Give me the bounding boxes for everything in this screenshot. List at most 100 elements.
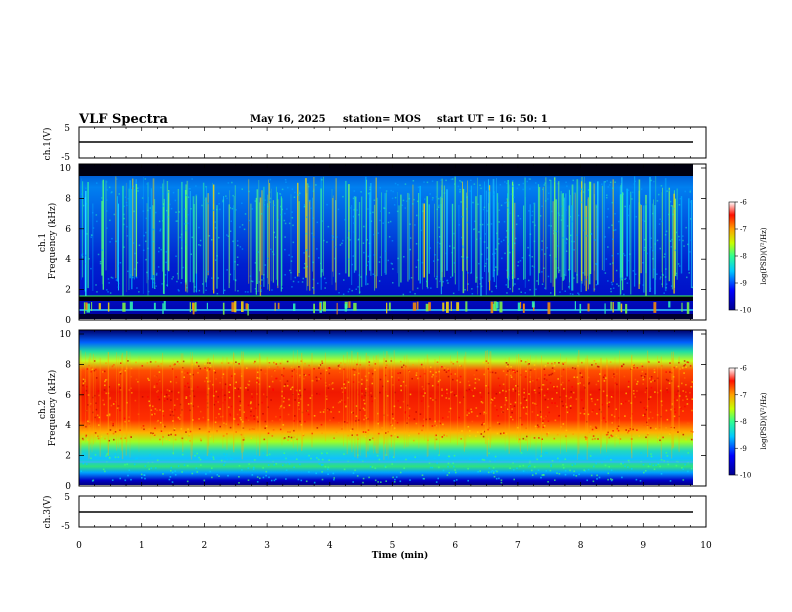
ch1-noise-pixel [320,262,322,265]
ch2-noise-pixel [106,433,109,435]
ch1-noise-pixel [514,242,516,245]
ch2-noise-pixel [283,385,286,387]
ch2-noise-pixel [438,420,441,422]
ch2-noise-pixel [270,399,272,401]
ch2-low-pixel [541,474,544,476]
ch2-noise-pixel [408,434,410,437]
ch2-noise-pixel [452,378,454,381]
ch2-low-pixel [251,474,254,476]
ch2-low-pixel [305,480,308,483]
ch2-low-pixel [200,464,202,466]
ch2-low-pixel [285,462,287,464]
ch2-noise-pixel [343,368,345,371]
ch2-noise-pixel [445,397,448,399]
ch1-noise-pixel [231,207,234,210]
ch2-low-pixel [691,456,693,459]
ch2-noise-pixel [361,396,363,398]
ch2-noise-pixel [90,370,92,373]
ch2-noise-pixel [556,433,559,436]
ch1-noise-pixel [324,287,326,289]
ch2-noise-pixel [611,414,613,416]
ch1-noise-pixel [501,257,503,260]
ch2-noise-pixel [134,399,137,402]
ch2-noise-pixel [153,375,156,377]
ch2-noise-pixel [219,425,221,428]
ch2-noise-pixel [287,413,290,416]
ch1-noise-pixel [353,209,355,211]
ch2-noise-pixel [676,399,678,402]
low-freq-emission [587,303,590,312]
ch1-noise-pixel [409,237,412,239]
ch1-noise-pixel [105,199,108,201]
ch2-noise-pixel [526,406,528,408]
ch2-noise-pixel [97,437,100,440]
ch1-noise-pixel [471,293,474,295]
ch2-noise-pixel [526,413,528,415]
ch2-noise-pixel [441,389,443,391]
ch1-noise-pixel [90,236,92,238]
ch2-noise-pixel [617,429,620,432]
ch2-noise-pixel [240,375,243,377]
ch1-noise-pixel [272,253,275,256]
ch1-noise-pixel [541,248,543,251]
ch2-noise-pixel [187,428,189,430]
ch1-noise-pixel [159,228,162,230]
ch2-noise-pixel [473,374,476,376]
ch2-noise-pixel [677,385,680,388]
ch2-low-pixel [357,454,359,456]
ch1-noise-pixel [659,218,661,220]
ch1-noise-pixel [508,243,510,245]
ch2-noise-pixel [363,409,366,411]
ch2-low-pixel [262,452,265,454]
ch2-noise-pixel [215,400,217,403]
ch1-noise-pixel [232,194,234,197]
ch2-noise-pixel [160,391,163,394]
ch2-noise-pixel [300,360,303,362]
ch1-noise-pixel [429,193,431,195]
ch2-low-pixel [368,455,371,458]
ch2-noise-pixel [279,416,282,418]
ch2-low-pixel [586,479,588,482]
ch1-noise-pixel [679,197,682,200]
ch1-noise-pixel [663,256,666,258]
ch2-noise-pixel [265,425,268,427]
ch1-noise-pixel [353,222,355,224]
ch1-noise-pixel [374,274,376,277]
ch2-noise-pixel [569,405,572,407]
low-freq-emission [98,303,101,310]
ch2-noise-pixel [94,394,96,397]
ch1-noise-pixel [137,190,139,192]
ch1-noise-pixel [518,184,520,186]
ch2-noise-pixel [100,435,103,438]
ch1-noise-pixel [409,291,411,293]
low-freq-emission [490,301,494,314]
ch1-noise-pixel [101,197,103,199]
ch2-noise-pixel [439,438,442,440]
ch2-noise-pixel [646,425,649,428]
ch1-noise-pixel [414,293,416,295]
ch1-noise-pixel [515,223,518,226]
ch1-noise-pixel [248,190,250,193]
ch2-low-pixel [327,468,329,470]
ch2-noise-pixel [163,400,166,402]
ch2-colorbar: -6-7-8-9-10 log(PSD)(V²/Hz) [728,365,768,480]
ch2-noise-pixel [331,382,334,384]
ch2-ylabel-channel: ch.2 [38,400,48,419]
ch1-noise-pixel [190,208,192,210]
ch2-low-pixel [438,466,440,469]
time-axis-ticks [78,127,707,527]
ch1-noise-pixel [135,276,138,279]
ch2-noise-pixel [126,401,128,404]
ch1-noise-pixel [516,187,519,190]
ch2-noise-pixel [185,397,188,399]
ch2-noise-pixel [319,377,322,380]
ch2-low-pixel [327,473,329,475]
ch1-noise-pixel [541,283,544,285]
ch2-low-pixel [391,456,393,458]
ch1-noise-pixel [493,269,496,272]
ch2-noise-pixel [607,405,610,408]
ch1-lower-black-band [79,296,693,301]
ch2-spectral-texture [80,350,694,484]
low-freq-emission [499,301,503,313]
ch2-noise-pixel [174,438,177,441]
